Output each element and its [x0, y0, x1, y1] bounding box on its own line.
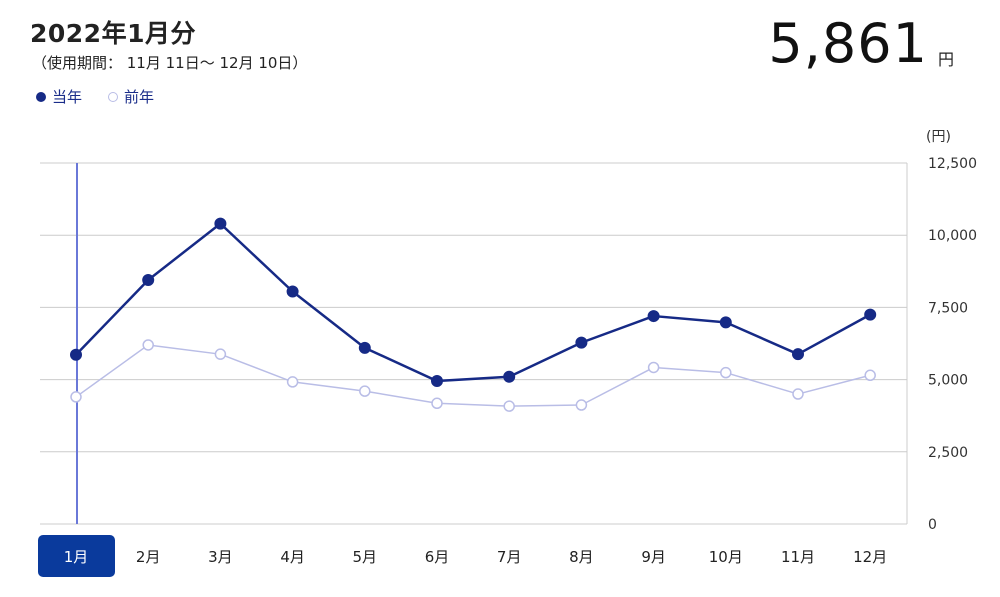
- point-previous-5[interactable]: [359, 385, 371, 397]
- month-button-2[interactable]: 2月: [136, 548, 161, 566]
- legend-previous-marker: [108, 91, 119, 102]
- point-previous-7[interactable]: [503, 400, 515, 412]
- y-tick-label-10000: 10,000: [928, 228, 977, 244]
- month-button-5[interactable]: 5月: [353, 548, 378, 566]
- point-previous-1[interactable]: [70, 391, 82, 403]
- point-current-7[interactable]: [503, 370, 516, 383]
- month-button-10[interactable]: 10月: [709, 548, 743, 566]
- y-tick-label-0: 0: [928, 517, 937, 533]
- legend-current: 当年: [36, 86, 82, 107]
- month-button-11[interactable]: 11月: [781, 548, 815, 566]
- point-current-11[interactable]: [792, 348, 804, 361]
- month-button-4[interactable]: 4月: [280, 548, 305, 566]
- page-title: 2022年1月分: [30, 19, 196, 48]
- month-button-9[interactable]: 9月: [641, 548, 666, 566]
- month-button-7[interactable]: 7月: [497, 548, 522, 566]
- y-axis-unit: (円): [926, 129, 951, 145]
- point-current-9[interactable]: [647, 310, 660, 323]
- point-current-12[interactable]: [864, 308, 877, 321]
- month-button-selected-bg[interactable]: [38, 535, 115, 577]
- point-previous-4[interactable]: [286, 376, 299, 388]
- month-button-1[interactable]: 1月: [64, 548, 89, 566]
- legend-current-label: 当年: [52, 88, 83, 106]
- point-current-1[interactable]: [70, 348, 82, 361]
- total-unit: 円: [937, 50, 954, 69]
- total-amount: 5,861 円: [768, 8, 954, 80]
- y-tick-label-2500: 2,500: [928, 445, 968, 461]
- point-current-3[interactable]: [214, 217, 227, 230]
- point-previous-11[interactable]: [792, 388, 804, 400]
- y-tick-label-12500: 12,500: [928, 156, 977, 172]
- point-previous-2[interactable]: [142, 339, 154, 351]
- point-previous-9[interactable]: [647, 361, 660, 374]
- month-button-12[interactable]: 12月: [853, 548, 887, 566]
- legend: 当年 前年: [36, 86, 154, 107]
- series-line-current: [75, 222, 871, 383]
- point-current-2[interactable]: [142, 273, 155, 286]
- legend-previous-label: 前年: [124, 88, 155, 106]
- point-current-10[interactable]: [719, 316, 732, 329]
- point-previous-6[interactable]: [431, 397, 443, 410]
- point-current-4[interactable]: [286, 285, 299, 298]
- point-previous-3[interactable]: [214, 348, 227, 360]
- month-button-3[interactable]: 3月: [208, 548, 233, 566]
- point-current-8[interactable]: [575, 336, 588, 349]
- y-tick-label-5000: 5,000: [928, 373, 968, 389]
- point-current-6[interactable]: [431, 375, 443, 388]
- point-previous-12[interactable]: [864, 369, 876, 382]
- month-button-6[interactable]: 6月: [425, 548, 450, 566]
- month-button-8[interactable]: 8月: [569, 548, 594, 566]
- y-tick-label-7500: 7,500: [928, 300, 968, 316]
- point-previous-8[interactable]: [575, 399, 588, 411]
- legend-current-marker: [36, 91, 46, 102]
- point-current-5[interactable]: [358, 341, 371, 354]
- total-value: 5,861: [768, 12, 928, 75]
- legend-previous: 前年: [108, 86, 154, 107]
- series-line-previous: [75, 344, 871, 407]
- point-previous-10[interactable]: [720, 366, 732, 379]
- usage-period: （使用期間： 11月 11日〜 12月 10日）: [32, 54, 308, 72]
